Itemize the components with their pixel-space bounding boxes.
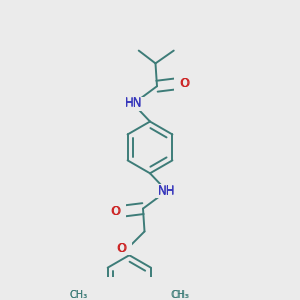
Text: O: O bbox=[111, 205, 120, 218]
Text: NH: NH bbox=[157, 184, 177, 197]
Text: HN: HN bbox=[124, 98, 142, 110]
Text: O: O bbox=[117, 242, 126, 255]
Text: O: O bbox=[110, 205, 120, 218]
Text: O: O bbox=[180, 77, 189, 90]
Text: O: O bbox=[121, 242, 131, 255]
Text: CH₃: CH₃ bbox=[171, 290, 189, 300]
Text: HN: HN bbox=[124, 97, 142, 110]
Text: O: O bbox=[115, 205, 125, 218]
Text: NH: NH bbox=[158, 184, 175, 197]
Text: O: O bbox=[175, 77, 185, 90]
Text: O: O bbox=[117, 242, 126, 255]
Text: O: O bbox=[180, 77, 190, 90]
Text: CH₃: CH₃ bbox=[70, 290, 88, 300]
Text: HN: HN bbox=[123, 98, 143, 110]
Text: CH₃: CH₃ bbox=[171, 290, 189, 300]
Text: CH₃: CH₃ bbox=[69, 290, 88, 300]
Text: NH: NH bbox=[158, 185, 175, 198]
